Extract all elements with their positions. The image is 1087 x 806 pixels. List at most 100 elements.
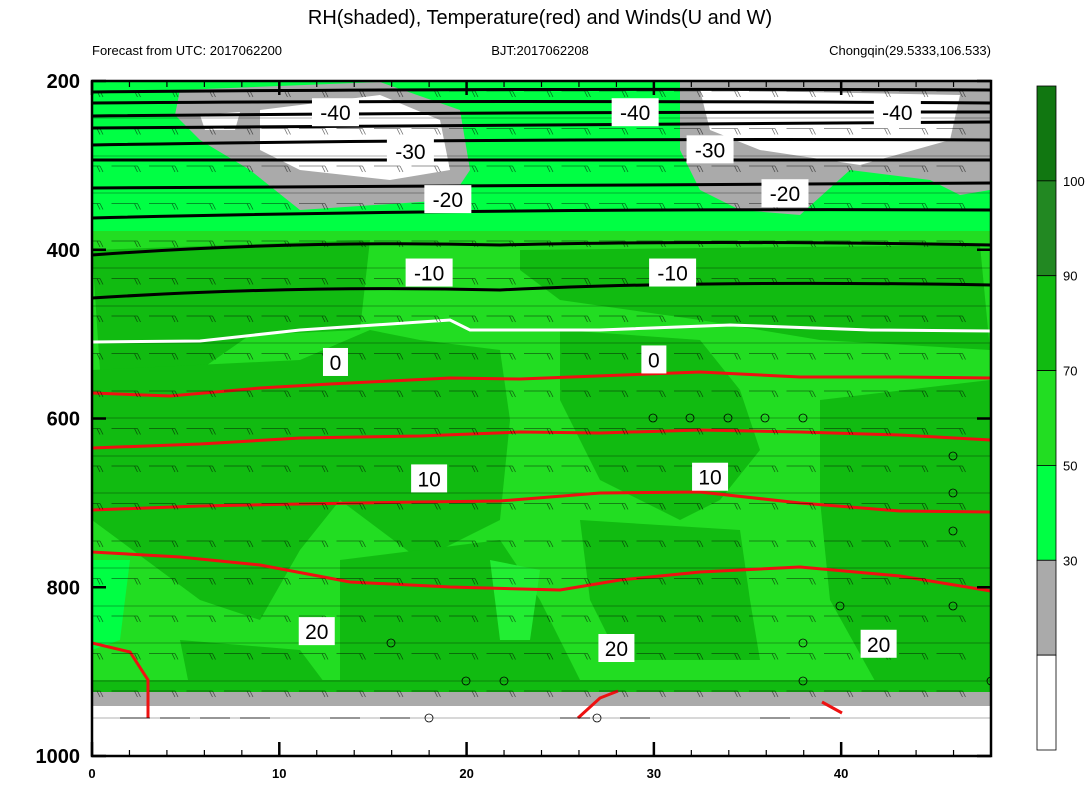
wind-barb (711, 128, 741, 135)
wind-barb (92, 203, 104, 210)
wind-barb (374, 653, 404, 660)
wind-barb (561, 390, 591, 398)
wind-barb (486, 653, 516, 660)
wind-barb (861, 278, 891, 285)
wind-barb (711, 578, 741, 585)
wind-barb (636, 240, 666, 248)
contour-label-text: -40 (320, 102, 350, 125)
y-tick-label: 600 (47, 409, 80, 431)
wind-barb (149, 653, 179, 660)
contour-label: 20 (298, 617, 335, 646)
wind-barb (899, 353, 929, 360)
wind-barb (711, 615, 741, 623)
wind-barb (186, 653, 216, 660)
wind-barb (674, 578, 704, 585)
wind-barb (711, 690, 741, 698)
wind-barb (936, 615, 966, 623)
wind-barb (261, 203, 291, 210)
wind-barb (449, 390, 479, 398)
wind-barb (861, 503, 891, 510)
wind-barb (524, 428, 554, 435)
wind-barb (374, 465, 404, 473)
wind-barb (224, 503, 254, 510)
wind-barb (899, 278, 929, 285)
wind-barb (261, 428, 291, 435)
wind-barb (524, 465, 554, 473)
wind-barb (674, 390, 704, 398)
wind-barb (936, 390, 966, 398)
wind-barb (111, 128, 141, 135)
wind-barb (674, 615, 704, 623)
wind-barb (636, 315, 666, 323)
wind-barb (636, 690, 666, 698)
wind-barb (561, 578, 591, 585)
chart-title: RH(shaded), Temperature(red) and Winds(U… (308, 7, 772, 29)
wind-barb (599, 465, 629, 473)
contour-label: -10 (649, 258, 697, 287)
wind-barb (561, 428, 591, 435)
wind-barb (561, 278, 591, 285)
wind-barb (561, 353, 591, 360)
wind-barb (674, 90, 704, 98)
wind-barb (336, 465, 366, 473)
wind-barb (899, 315, 929, 323)
wind-barb (899, 90, 929, 98)
wind-barb (899, 540, 929, 548)
wind-barb (824, 165, 854, 173)
wind-barb (636, 203, 666, 210)
contour-label-text: 0 (330, 352, 342, 375)
wind-barb (861, 240, 891, 248)
wind-barb (186, 690, 216, 698)
contour-label-text: -30 (395, 141, 425, 164)
wind-barb (111, 240, 141, 248)
wind-barb (111, 503, 141, 510)
wind-barb (224, 540, 254, 548)
wind-barb (336, 390, 366, 398)
wind-barb (92, 465, 104, 473)
wind-barb (92, 390, 104, 398)
wind-barb (786, 465, 816, 473)
wind-barb (599, 315, 629, 323)
wind-barb (111, 390, 141, 398)
rh-dark-patch-a (92, 240, 370, 370)
wind-barb (824, 128, 854, 135)
wind-barb (861, 90, 891, 98)
contour-label: 10 (692, 462, 729, 491)
wind-barb (261, 128, 291, 135)
wind-barb (711, 240, 741, 248)
wind-barb (936, 503, 966, 510)
wind-barb (299, 540, 329, 548)
wind-barb (636, 165, 666, 173)
wind-barb (786, 128, 816, 135)
contour-label-text: -30 (695, 139, 725, 162)
wind-barb (674, 690, 704, 698)
wind-barb (374, 578, 404, 585)
colorbar-segment (1036, 559, 1057, 656)
zero-degree-contour (92, 318, 991, 344)
wind-barb (299, 428, 329, 435)
wind-barb (899, 165, 929, 173)
wind-barb (824, 353, 854, 360)
wind-barb (299, 690, 329, 698)
wind-barb (524, 240, 554, 248)
wind-barb (374, 690, 404, 698)
wind-barb (599, 240, 629, 248)
wind-barb (786, 278, 816, 285)
wind-barb (149, 578, 179, 585)
wind-barb (899, 690, 929, 698)
y-tick-label: 800 (47, 577, 80, 599)
wind-barb (936, 278, 966, 285)
wind-barb (336, 690, 366, 698)
wind-barb (149, 315, 179, 323)
wind-barb (524, 353, 554, 360)
wind-barb (749, 653, 779, 660)
wind-barb (636, 465, 666, 473)
x-tick-label: 40 (834, 766, 848, 781)
wind-barb (224, 90, 254, 98)
wind-barb (261, 390, 291, 398)
wind-barb (486, 615, 516, 623)
wind-barb (786, 240, 816, 248)
colorbar-segment (1036, 275, 1057, 371)
wind-barb (261, 615, 291, 623)
wind-barb (261, 90, 291, 98)
